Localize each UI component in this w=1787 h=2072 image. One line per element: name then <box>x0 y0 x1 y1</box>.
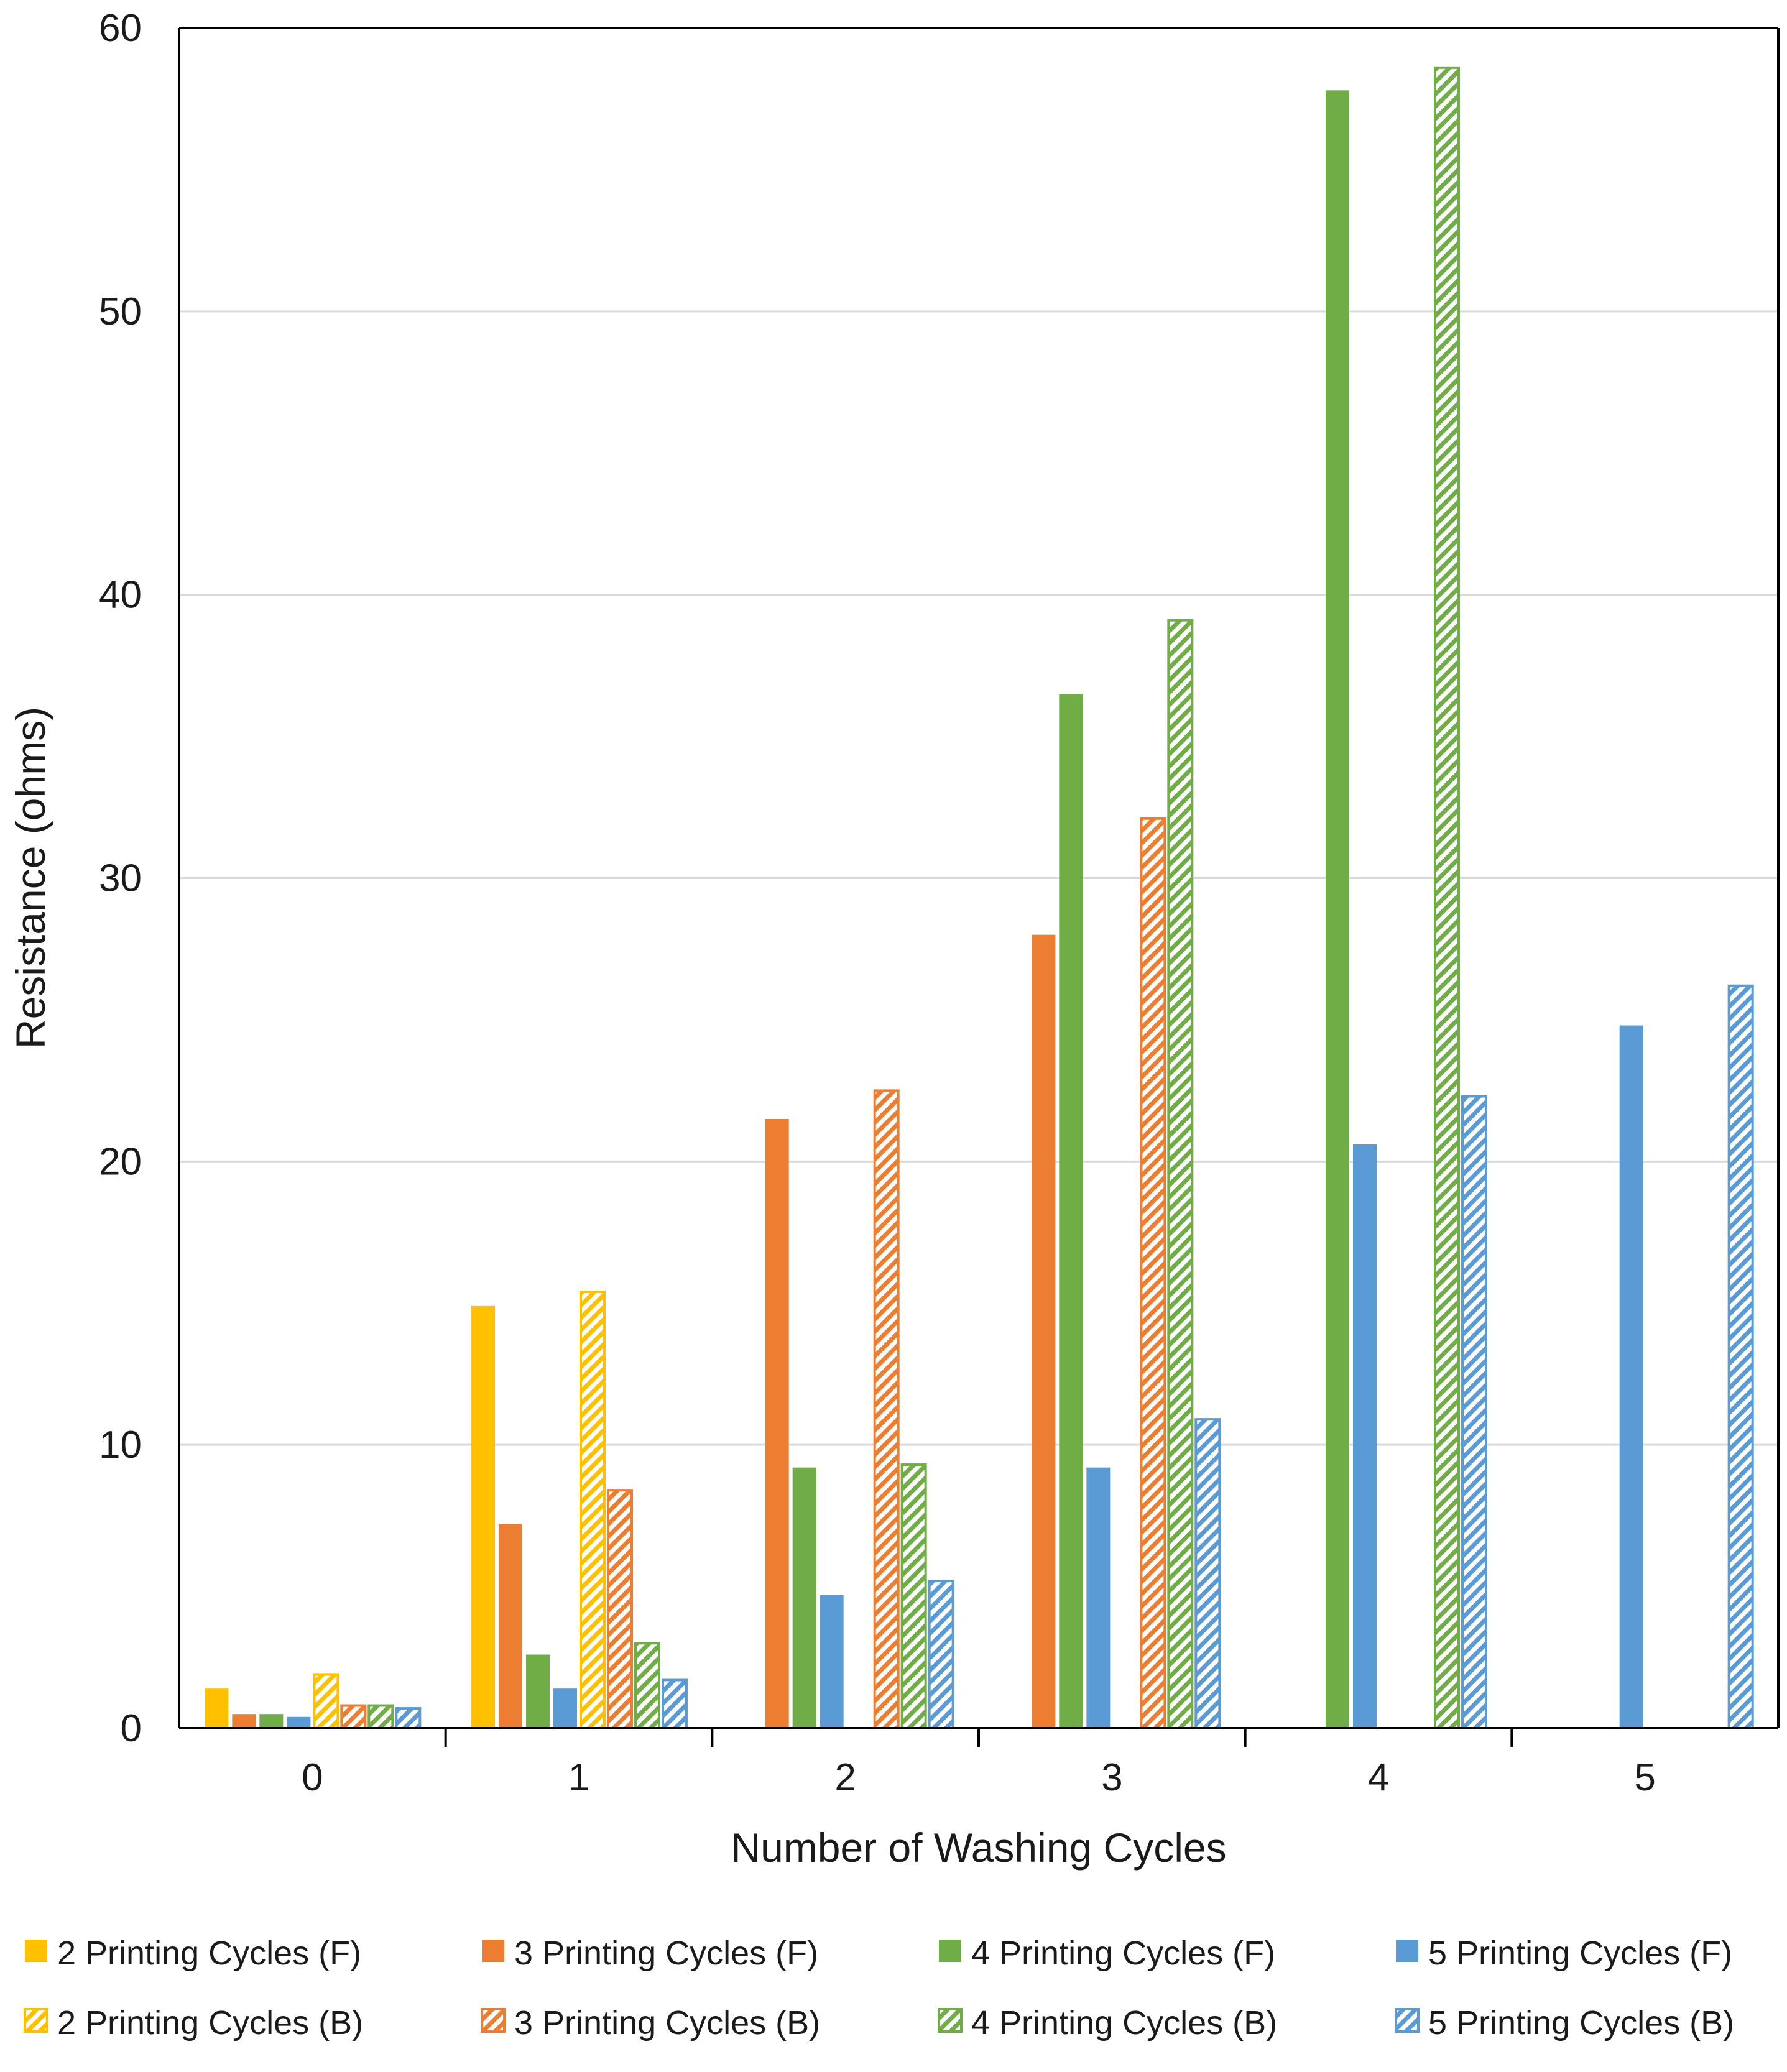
legend-label: 2 Printing Cycles (B) <box>57 2004 363 2042</box>
bar-series <box>205 66 1754 1730</box>
y-tick-label: 10 <box>99 1424 142 1467</box>
y-tick-label: 20 <box>99 1140 142 1183</box>
legend-item-5-printing-cycles-b: 5 Printing Cycles (B) <box>1395 2004 1734 2042</box>
legend-swatch <box>938 2008 963 2033</box>
legend-label: 4 Printing Cycles (F) <box>971 1935 1275 1972</box>
x-tick-label: 1 <box>568 1756 589 1799</box>
bar-5-printing-cycles-f-cycle-0 <box>287 1716 311 1728</box>
bar-5-printing-cycles-f-cycle-4 <box>1353 1144 1377 1728</box>
y-tick-label: 0 <box>121 1707 142 1750</box>
legend-swatch <box>1396 1940 1418 1962</box>
legend-item-3-printing-cycles-b: 3 Printing Cycles (B) <box>481 2004 820 2042</box>
bar-4-printing-cycles-f-cycle-2 <box>792 1467 816 1728</box>
bar-5-printing-cycles-f-cycle-5 <box>1619 1025 1643 1728</box>
bar-5-printing-cycles-b-cycle-0 <box>395 1707 422 1729</box>
bar-5-printing-cycles-b-cycle-2 <box>928 1579 954 1729</box>
bar-4-printing-cycles-b-cycle-2 <box>900 1463 927 1729</box>
bar-4-printing-cycles-f-cycle-4 <box>1326 90 1349 1728</box>
x-tick-label: 0 <box>302 1756 323 1799</box>
legend-label: 3 Printing Cycles (F) <box>514 1935 818 1972</box>
bar-2-printing-cycles-f-cycle-1 <box>471 1305 495 1728</box>
legend-item-2-printing-cycles-f: 2 Printing Cycles (F) <box>25 1935 361 1972</box>
legend-item-2-printing-cycles-b: 2 Printing Cycles (B) <box>24 2004 363 2042</box>
y-axis-title: Resistance (ohms) <box>7 707 53 1049</box>
bar-5-printing-cycles-f-cycle-3 <box>1086 1467 1111 1728</box>
legend-item-3-printing-cycles-f: 3 Printing Cycles (F) <box>482 1935 818 1972</box>
bar-4-printing-cycles-b-cycle-1 <box>634 1642 660 1729</box>
bar-3-printing-cycles-b-cycle-3 <box>1140 817 1166 1729</box>
bar-4-printing-cycles-b-cycle-3 <box>1167 619 1194 1729</box>
y-tick-label: 30 <box>99 857 142 900</box>
y-tick-label: 60 <box>99 7 142 50</box>
legend-label: 2 Printing Cycles (F) <box>57 1935 361 1972</box>
legend-item-4-printing-cycles-f: 4 Printing Cycles (F) <box>939 1935 1275 1972</box>
bar-5-printing-cycles-b-cycle-1 <box>662 1678 688 1729</box>
bar-3-printing-cycles-f-cycle-1 <box>499 1524 522 1728</box>
bar-3-printing-cycles-b-cycle-1 <box>607 1489 633 1730</box>
bar-3-printing-cycles-f-cycle-0 <box>232 1714 256 1728</box>
legend-item-5-printing-cycles-f: 5 Printing Cycles (F) <box>1396 1935 1732 1972</box>
bar-5-printing-cycles-f-cycle-1 <box>553 1688 577 1728</box>
legend-swatch <box>1395 2008 1420 2033</box>
y-tick-label: 50 <box>99 290 142 333</box>
legend-label: 3 Printing Cycles (B) <box>514 2004 820 2042</box>
bar-2-printing-cycles-b-cycle-0 <box>313 1673 339 1729</box>
legend: 2 Printing Cycles (F) 3 Printing Cycles (… <box>24 1935 1734 2042</box>
bar-4-printing-cycles-b-cycle-4 <box>1434 66 1460 1730</box>
bar-5-printing-cycles-f-cycle-2 <box>820 1595 844 1728</box>
bar-3-printing-cycles-f-cycle-2 <box>765 1118 789 1728</box>
x-tick-label: 3 <box>1101 1756 1122 1799</box>
legend-label: 4 Printing Cycles (B) <box>971 2004 1277 2042</box>
legend-swatch <box>481 2008 506 2033</box>
bar-5-printing-cycles-b-cycle-4 <box>1461 1095 1487 1730</box>
bar-4-printing-cycles-f-cycle-1 <box>526 1654 550 1728</box>
bar-3-printing-cycles-b-cycle-0 <box>340 1704 367 1730</box>
bar-4-printing-cycles-b-cycle-0 <box>367 1704 394 1730</box>
y-tick-label: 40 <box>99 574 142 617</box>
bar-4-printing-cycles-f-cycle-3 <box>1059 694 1083 1728</box>
x-tick-labels: 0 1 2 3 4 5 <box>302 1728 1656 1799</box>
x-tick-label: 4 <box>1368 1756 1389 1799</box>
legend-swatch <box>482 1940 504 1962</box>
bar-3-printing-cycles-b-cycle-2 <box>873 1089 900 1729</box>
bar-5-printing-cycles-b-cycle-5 <box>1727 984 1754 1729</box>
bar-2-printing-cycles-f-cycle-0 <box>205 1688 229 1728</box>
x-axis-title: Number of Washing Cycles <box>731 1825 1226 1871</box>
legend-swatch <box>939 1940 961 1962</box>
legend-label: 5 Printing Cycles (B) <box>1428 2004 1734 2042</box>
bar-3-printing-cycles-f-cycle-3 <box>1032 934 1056 1728</box>
legend-swatch <box>25 1940 47 1962</box>
bar-2-printing-cycles-b-cycle-1 <box>580 1291 606 1729</box>
bar-5-printing-cycles-b-cycle-3 <box>1194 1418 1221 1729</box>
legend-swatch <box>24 2008 48 2033</box>
x-tick-label: 5 <box>1634 1756 1655 1799</box>
x-tick-label: 2 <box>834 1756 856 1799</box>
legend-item-4-printing-cycles-b: 4 Printing Cycles (B) <box>938 2004 1277 2042</box>
legend-label: 5 Printing Cycles (F) <box>1428 1935 1732 1972</box>
y-tick-labels: 0 10 20 30 40 50 60 <box>99 7 142 1750</box>
bar-4-printing-cycles-f-cycle-0 <box>259 1714 284 1728</box>
gridlines <box>179 27 1778 1446</box>
